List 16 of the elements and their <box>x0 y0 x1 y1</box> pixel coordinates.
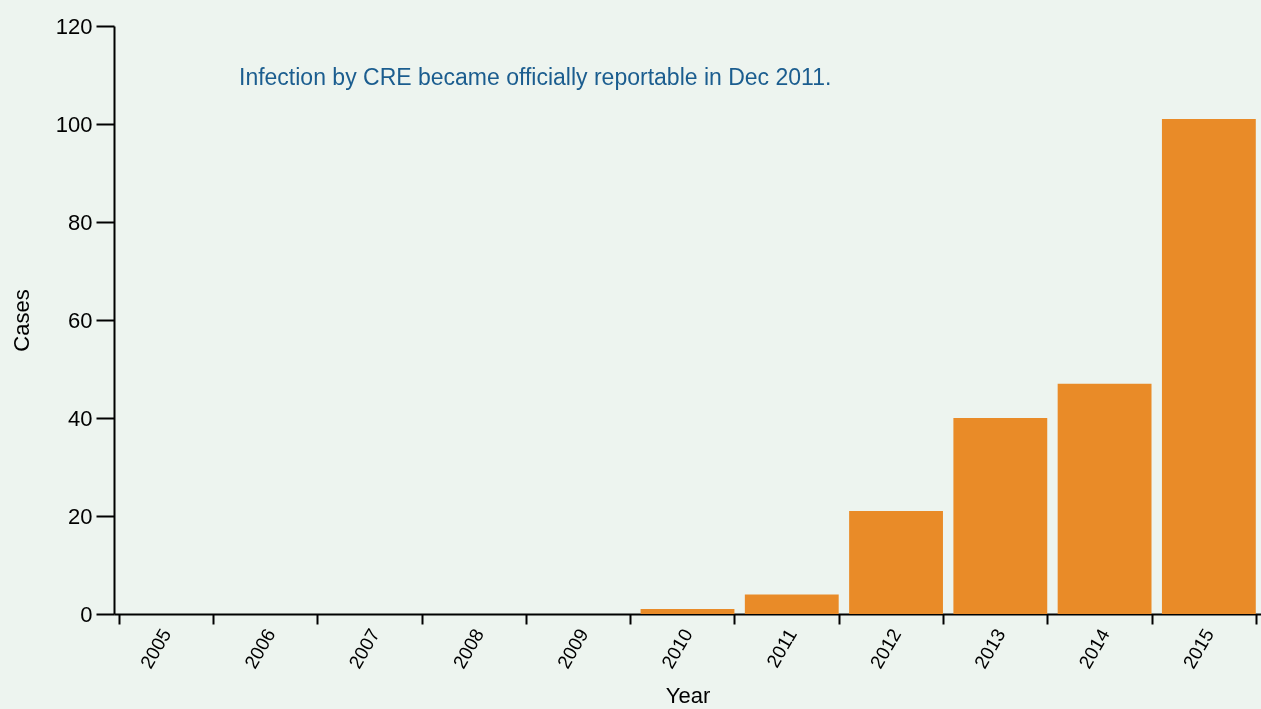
y-tick-label: 20 <box>68 503 93 529</box>
bar <box>849 511 943 614</box>
x-axis-title: Year <box>665 683 711 709</box>
y-tick-label: 60 <box>68 307 93 333</box>
y-tick-label: 100 <box>55 111 93 137</box>
bar <box>1161 119 1256 614</box>
bar <box>640 609 735 614</box>
annotation: Infection by CRE became officially reportable in Dec 2011. <box>239 64 832 90</box>
y-tick-label: 120 <box>55 13 93 39</box>
y-tick-label: 0 <box>80 601 93 627</box>
y-axis-title: Cases <box>8 289 34 352</box>
bar <box>953 418 1048 614</box>
bar <box>1057 383 1152 614</box>
y-tick-label: 40 <box>68 405 93 431</box>
y-tick-label: 80 <box>68 209 93 235</box>
bar <box>744 594 839 614</box>
